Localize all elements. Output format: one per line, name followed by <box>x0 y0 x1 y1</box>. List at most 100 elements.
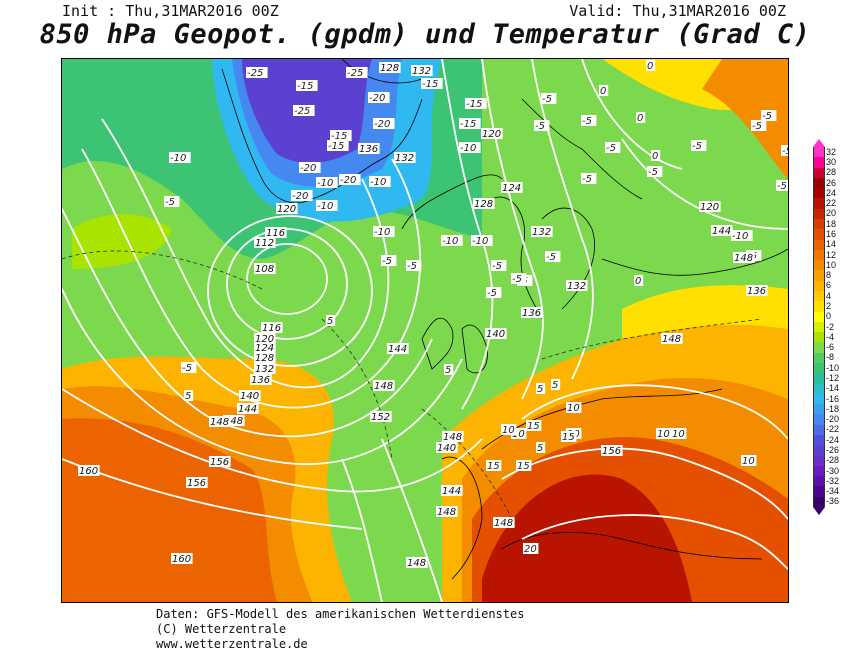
legend-swatch <box>814 260 824 271</box>
label-bg <box>373 118 395 129</box>
legend-tick-label: -28 <box>826 455 840 466</box>
label-bg <box>566 280 588 291</box>
legend-swatch <box>814 301 824 313</box>
label-bg <box>358 143 380 154</box>
temperature-label: -5 <box>606 143 616 154</box>
label-bg <box>265 227 287 238</box>
label-bg <box>296 80 318 91</box>
legend-tick-label: 14 <box>826 239 837 250</box>
legend-swatch <box>814 280 824 292</box>
geopotential-label: 160 <box>79 466 98 477</box>
label-bg <box>254 263 276 274</box>
temperature-label: -10 <box>460 143 476 154</box>
label-bg <box>526 420 542 431</box>
label-bg <box>184 390 194 401</box>
geopotential-label: 156 <box>602 446 621 457</box>
geopotential-label: 156 <box>187 478 206 489</box>
label-bg <box>209 456 231 467</box>
legend-tick-label: -30 <box>826 465 840 476</box>
legend-tick-label: 10 <box>826 259 837 270</box>
geopotential-label: 140 <box>240 391 259 402</box>
label-bg <box>731 230 753 241</box>
temperature-label: 0 <box>635 276 641 287</box>
label-bg <box>368 92 390 103</box>
temperature-label: -20 <box>300 163 316 174</box>
legend-tick-label: -32 <box>826 475 840 486</box>
label-bg <box>181 362 197 373</box>
legend-swatch <box>814 424 824 436</box>
footer-website: www.wetterzentrale.de <box>156 637 308 651</box>
label-bg <box>523 543 539 554</box>
legend-swatch <box>814 147 824 158</box>
temperature-label: -15 <box>460 119 476 130</box>
geopotential-label: 144 <box>712 226 731 237</box>
legend-swatch <box>814 435 824 446</box>
temperature-label: -15 <box>422 79 438 90</box>
temperature-label: -5 <box>407 261 417 272</box>
temperature-label: -5 <box>492 261 502 272</box>
label-bg <box>471 235 493 246</box>
legend-tick-label: -34 <box>826 486 840 497</box>
geopotential-label: 128 <box>474 199 493 210</box>
temperature-label: -5 <box>692 141 702 152</box>
legend-tick-label: 8 <box>826 270 832 281</box>
label-bg <box>373 226 395 237</box>
legend-tick-label: -4 <box>826 331 835 342</box>
geopotential-label: 132 <box>255 364 274 375</box>
legend-tick-label: 32 <box>826 146 837 157</box>
legend-swatch <box>814 352 824 364</box>
label-bg <box>733 252 755 263</box>
label-bg <box>293 105 315 116</box>
legend-tick-label: 16 <box>826 228 837 239</box>
legend-swatch <box>814 229 824 241</box>
label-bg <box>326 315 336 326</box>
legend-tick-label: 4 <box>826 290 832 301</box>
label-bg <box>299 162 321 173</box>
temperature-label: -10 <box>732 231 748 242</box>
label-bg <box>781 145 788 156</box>
temperature-label: -10 <box>374 227 390 238</box>
legend-colorbar <box>813 147 825 508</box>
label-bg <box>493 517 515 528</box>
label-bg <box>330 130 352 141</box>
label-bg <box>276 203 298 214</box>
legend-swatch <box>814 239 824 251</box>
temperature-label: 5 <box>185 391 191 402</box>
legend-arrow-bottom <box>813 507 825 515</box>
temperature-label: 0 <box>637 113 643 124</box>
temperature-label: 5 <box>445 365 451 376</box>
geopotential-label: 132 <box>567 281 586 292</box>
legend-swatch <box>814 393 824 405</box>
legend-tick-label: -24 <box>826 434 840 445</box>
temperature-label: -15 <box>297 81 313 92</box>
temperature-label: 5 <box>537 384 543 395</box>
label-bg <box>536 383 546 394</box>
geopotential-label: 136 <box>522 308 541 319</box>
legend-tick-label: 12 <box>826 249 837 260</box>
label-bg <box>541 93 557 104</box>
temperature-label: -10 <box>317 178 333 189</box>
label-bg <box>381 255 397 266</box>
label-bg <box>746 285 768 296</box>
label-bg <box>394 152 416 163</box>
label-bg <box>634 275 644 286</box>
label-bg <box>261 322 283 333</box>
label-bg <box>599 85 609 96</box>
label-bg <box>436 506 458 517</box>
label-bg <box>346 67 368 78</box>
legend-swatch <box>814 496 824 508</box>
temperature-label: -15 <box>331 131 347 142</box>
geopotential-label: 128 <box>255 353 274 364</box>
geopotential-label: 120 <box>700 202 719 213</box>
label-bg <box>711 225 733 236</box>
legend-tick-label: 24 <box>826 187 837 198</box>
label-bg <box>473 198 495 209</box>
label-bg <box>369 176 391 187</box>
temp-field-northeast <box>702 59 788 179</box>
label-bg <box>209 416 231 427</box>
legend-swatch <box>814 383 824 395</box>
label-bg <box>78 465 100 476</box>
geopotential-label: 116 <box>262 323 281 334</box>
legend-tick-label: -22 <box>826 424 840 435</box>
label-bg <box>481 128 503 139</box>
